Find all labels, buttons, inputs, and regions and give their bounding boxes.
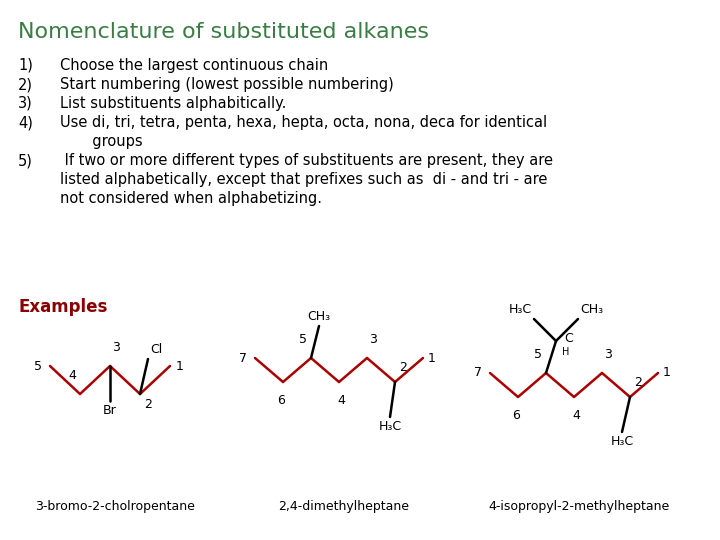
- Text: 3: 3: [369, 333, 377, 346]
- Text: 6: 6: [277, 394, 285, 407]
- Text: CH₃: CH₃: [580, 303, 603, 316]
- Text: 3): 3): [18, 96, 32, 111]
- Text: 3-bromo-2-cholropentane: 3-bromo-2-cholropentane: [35, 500, 195, 513]
- Text: H₃C: H₃C: [611, 435, 634, 448]
- Text: C: C: [564, 333, 572, 346]
- Text: Nomenclature of substituted alkanes: Nomenclature of substituted alkanes: [18, 22, 429, 42]
- Text: 5: 5: [34, 360, 42, 373]
- Text: listed alphabetically, except that prefixes such as  di - and tri - are: listed alphabetically, except that prefi…: [60, 172, 547, 187]
- Text: 3: 3: [112, 341, 120, 354]
- Text: 6: 6: [512, 409, 520, 422]
- Text: Cl: Cl: [150, 343, 162, 356]
- Text: H₃C: H₃C: [509, 303, 532, 316]
- Text: 7: 7: [239, 352, 247, 365]
- Text: Choose the largest continuous chain: Choose the largest continuous chain: [60, 58, 328, 73]
- Text: Br: Br: [103, 404, 117, 417]
- Text: 5: 5: [534, 348, 542, 361]
- Text: 1: 1: [663, 367, 671, 380]
- Text: 4-isopropyl-2-methylheptane: 4-isopropyl-2-methylheptane: [488, 500, 670, 513]
- Text: 5: 5: [299, 333, 307, 346]
- Text: 7: 7: [474, 367, 482, 380]
- Text: CH₃: CH₃: [307, 310, 330, 323]
- Text: 4: 4: [572, 409, 580, 422]
- Text: Use di, tri, tetra, penta, hexa, hepta, octa, nona, deca for identical: Use di, tri, tetra, penta, hexa, hepta, …: [60, 115, 547, 130]
- Text: not considered when alphabetizing.: not considered when alphabetizing.: [60, 191, 322, 206]
- Text: 1: 1: [428, 352, 436, 365]
- Text: 2,4-dimethylheptane: 2,4-dimethylheptane: [279, 500, 410, 513]
- Text: 2: 2: [399, 361, 407, 374]
- Text: H: H: [562, 347, 570, 357]
- Text: 4: 4: [337, 394, 345, 407]
- Text: If two or more different types of substituents are present, they are: If two or more different types of substi…: [60, 153, 553, 168]
- Text: 4: 4: [68, 369, 76, 382]
- Text: Examples: Examples: [18, 298, 107, 316]
- Text: 5): 5): [18, 153, 33, 168]
- Text: H₃C: H₃C: [379, 420, 402, 433]
- Text: 2: 2: [144, 398, 152, 411]
- Text: Start numbering (lowest possible numbering): Start numbering (lowest possible numberi…: [60, 77, 394, 92]
- Text: 2: 2: [634, 376, 642, 389]
- Text: 1: 1: [176, 360, 184, 373]
- Text: 2): 2): [18, 77, 33, 92]
- Text: List substituents alphabitically.: List substituents alphabitically.: [60, 96, 287, 111]
- Text: 3: 3: [604, 348, 612, 361]
- Text: groups: groups: [60, 134, 143, 149]
- Text: 1): 1): [18, 58, 33, 73]
- Text: 4): 4): [18, 115, 33, 130]
